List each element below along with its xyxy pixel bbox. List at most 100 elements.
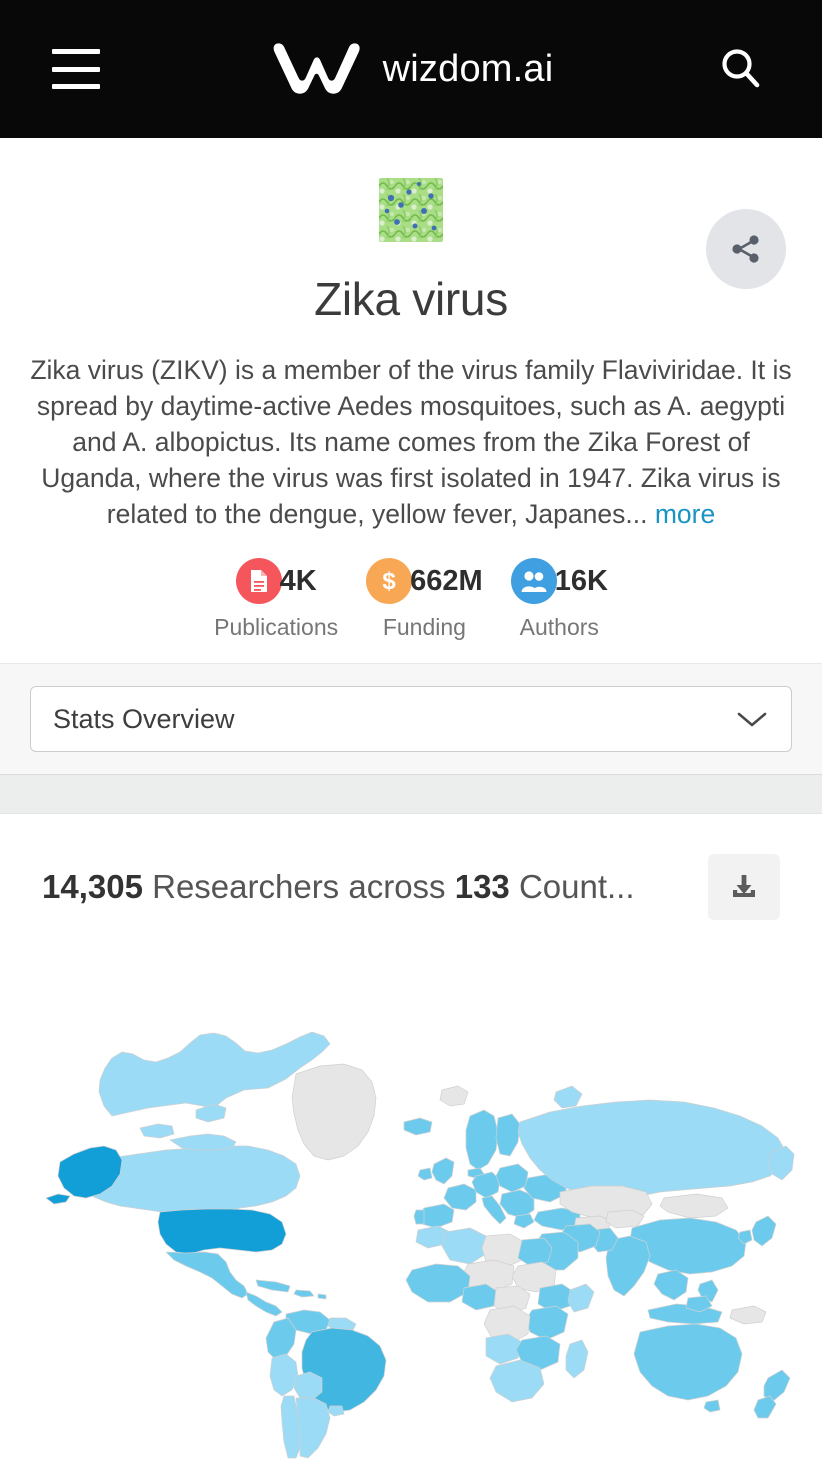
region-russia[interactable] [517,1099,787,1199]
wizdom-w-logo-icon [273,43,360,94]
region-somalia[interactable] [567,1283,595,1313]
region-japan[interactable] [751,1215,777,1247]
stat-authors-value: 16K [554,564,608,597]
region-central-africa[interactable] [493,1285,531,1315]
stats-overview-dropdown[interactable]: Stats Overview [30,686,792,752]
read-more-link[interactable]: more [654,499,716,529]
region-tasmania[interactable] [703,1399,721,1413]
region-italy[interactable] [481,1195,507,1225]
region-france[interactable] [443,1183,477,1211]
region-canada-island-2[interactable] [139,1123,175,1139]
region-ireland[interactable] [417,1167,433,1181]
download-button[interactable] [708,854,780,920]
region-mongolia[interactable] [659,1193,729,1219]
region-uruguay[interactable] [327,1405,345,1417]
region-southeast-asia[interactable] [653,1269,689,1301]
world-map-svg [0,940,822,1460]
hamburger-bar-1 [52,49,100,54]
region-libya[interactable] [481,1233,525,1269]
region-madagascar[interactable] [565,1339,589,1379]
stat-publications-value: 4K [279,564,317,597]
region-united-kingdom[interactable] [431,1157,455,1185]
stat-publications[interactable]: 4K Publications [214,558,338,641]
svg-text:$: $ [382,568,396,594]
region-svalbard[interactable] [439,1085,469,1107]
region-new-zealand-south[interactable] [753,1395,777,1419]
region-brazil[interactable] [301,1327,387,1413]
region-algeria[interactable] [441,1227,487,1265]
region-iceland[interactable] [403,1117,433,1136]
region-west-africa[interactable] [405,1263,471,1303]
region-peru[interactable] [269,1353,299,1397]
hamburger-bar-3 [52,84,100,89]
region-korea[interactable] [737,1229,753,1245]
stat-publications-label: Publications [214,614,339,640]
map-title: 14,305 Researchers across 133 Count... [42,868,635,906]
chevron-down-icon [737,712,767,727]
region-germany[interactable] [471,1171,501,1199]
document-icon [235,558,282,604]
region-kamchatka[interactable] [767,1145,795,1181]
region-chile[interactable] [280,1395,301,1459]
brand-logo-link[interactable]: wizdom.ai [269,42,554,96]
section-divider-strip [0,774,822,814]
map-header: 14,305 Researchers across 133 Count... [0,854,822,920]
region-portugal[interactable] [413,1209,425,1225]
region-finland[interactable] [495,1113,521,1157]
region-alaska[interactable] [57,1145,123,1199]
region-greece[interactable] [513,1213,535,1229]
stat-authors-label: Authors [519,614,599,640]
region-canada-islands[interactable] [169,1133,237,1151]
stats-select-band: Stats Overview [0,663,822,774]
search-icon[interactable] [718,46,764,92]
region-novaya-zemlya[interactable] [553,1085,583,1109]
share-button[interactable] [706,209,786,289]
map-countries-count: 133 [454,868,510,905]
topic-thumbnail-image [379,178,443,242]
region-angola[interactable] [485,1333,523,1365]
map-title-middle: Researchers across [142,868,455,905]
region-united-states[interactable] [157,1208,287,1255]
researchers-map-section: 14,305 Researchers across 133 Count... [0,814,822,1460]
topic-hero-section: Zika virus Zika virus (ZIKV) is a member… [0,178,822,663]
region-egypt[interactable] [517,1237,553,1267]
top-navigation-bar: wizdom.ai [0,0,822,138]
region-canada-island-3[interactable] [195,1103,227,1123]
stat-authors[interactable]: 16K Authors [510,558,608,641]
region-central-america[interactable] [245,1291,283,1317]
region-canada[interactable] [98,1031,331,1117]
region-argentina[interactable] [295,1397,331,1459]
hamburger-bar-2 [52,66,100,72]
download-icon [733,875,755,897]
stat-funding-value: 662M [410,564,483,597]
region-south-africa[interactable] [489,1359,545,1403]
region-alaska-aleutians[interactable] [45,1193,71,1205]
region-cuba[interactable] [255,1279,291,1293]
brand-name: wizdom.ai [382,47,554,90]
hamburger-menu-icon[interactable] [52,49,100,89]
region-hispaniola[interactable] [293,1289,315,1298]
stats-overview-selected-value: Stats Overview [53,703,235,734]
region-borneo[interactable] [685,1295,713,1313]
region-greenland[interactable] [291,1063,377,1161]
region-drc[interactable] [483,1305,531,1345]
page-title: Zika virus [314,273,508,325]
region-bolivia[interactable] [293,1371,323,1401]
topic-description: Zika virus (ZIKV) is a member of the vir… [25,352,797,532]
dollar-icon: $ [366,558,413,604]
share-icon [732,235,759,263]
region-puerto-rico[interactable] [317,1293,327,1300]
stat-funding-label: Funding [382,614,466,640]
stat-funding[interactable]: $ 662M Funding [366,558,483,641]
map-title-suffix: Count... [509,868,635,905]
region-india[interactable] [605,1235,651,1297]
region-australia[interactable] [633,1323,743,1401]
region-zambia-mozambique[interactable] [515,1335,561,1371]
region-papua-new-guinea[interactable] [729,1305,767,1325]
world-choropleth-map[interactable] [0,940,822,1460]
region-poland-baltics[interactable] [495,1163,529,1193]
region-new-zealand[interactable] [763,1369,791,1403]
description-text: Zika virus (ZIKV) is a member of the vir… [30,355,792,529]
topic-stats-row: 4K Publications $ 662M Funding [16,558,806,663]
region-norway-sweden[interactable] [465,1109,499,1171]
